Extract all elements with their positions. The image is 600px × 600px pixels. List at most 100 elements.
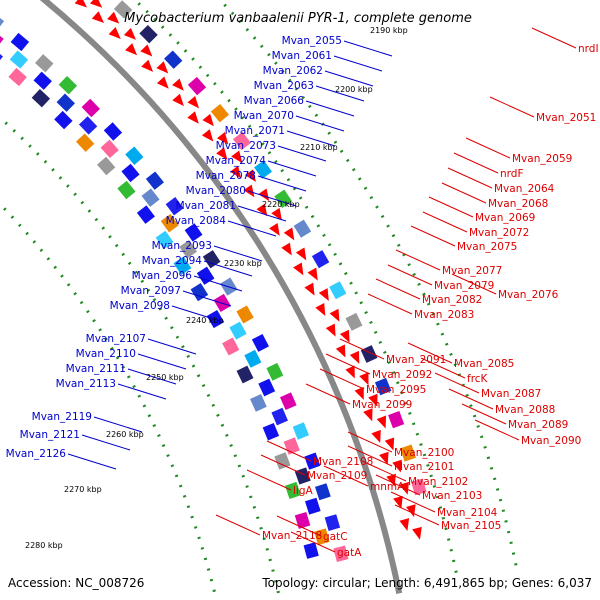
gene-label-left: Mvan_2110 — [76, 348, 136, 360]
gene-block — [280, 392, 297, 411]
dotted-ring — [0, 201, 218, 600]
leader-line — [367, 293, 413, 315]
leader-line — [295, 115, 345, 132]
gene-block — [75, 133, 95, 152]
gene-block — [266, 362, 284, 381]
gene-arrow — [315, 303, 326, 316]
leader-line — [171, 305, 221, 322]
leader-line — [193, 275, 243, 292]
gene-label-right: ligA — [293, 485, 313, 497]
gene-block — [374, 377, 392, 396]
tick-label: 2270 kbp — [64, 485, 102, 494]
leader-line — [286, 130, 336, 147]
leader-line — [375, 474, 421, 496]
gene-arrow — [201, 129, 214, 142]
gene-label-left: Mvan_2078 — [196, 170, 256, 182]
gene-block — [411, 478, 427, 496]
accession-text: Accession: NC_008726 — [8, 576, 144, 590]
gene-block — [314, 528, 330, 546]
gene-arrow — [392, 459, 402, 473]
gene-block — [173, 256, 192, 275]
gene-block — [8, 67, 27, 87]
gene-block — [190, 283, 209, 302]
leader-line — [260, 454, 306, 476]
tick-label: 2280 kbp — [25, 541, 63, 550]
gene-block — [294, 511, 311, 529]
gene-label-right: Mvan_2118 — [262, 530, 322, 542]
leader-line — [315, 85, 365, 102]
gene-block — [103, 122, 123, 141]
label-leader-lines — [67, 27, 577, 553]
leader-line — [333, 55, 383, 72]
leader-line — [215, 514, 261, 536]
gene-block — [202, 250, 221, 269]
leader-line — [395, 249, 441, 271]
gene-label-left: Mvan_2071 — [225, 125, 285, 137]
leader-line — [305, 383, 351, 405]
gene-block — [35, 54, 54, 73]
gene-label-left: Mvan_2074 — [206, 155, 267, 167]
gene-arrow — [91, 11, 105, 24]
gene-block — [251, 333, 269, 352]
gene-label-right: Mvan_2085 — [454, 358, 514, 370]
leader-line — [276, 515, 322, 537]
leader-line — [227, 220, 277, 237]
gene-arrow — [371, 429, 381, 443]
gene-arrow — [325, 323, 336, 337]
gene-label-right: Mvan_2091 — [386, 354, 446, 366]
gene-label-left: Mvan_2073 — [216, 140, 276, 152]
ruler-dots — [0, 0, 519, 600]
gene-arrow — [354, 386, 364, 400]
gene-block — [345, 312, 363, 331]
leader-line — [390, 491, 436, 513]
leader-line — [67, 453, 117, 470]
gene-block — [360, 345, 378, 363]
gene-block — [160, 213, 179, 233]
gene-block — [315, 483, 331, 501]
gene-block — [139, 24, 158, 44]
gene-arrow — [345, 365, 355, 379]
gene-block — [100, 139, 119, 159]
gene-label-left: Mvan_2062 — [263, 65, 323, 77]
leader-line — [93, 416, 143, 433]
leader-line — [441, 182, 487, 204]
gene-block — [54, 110, 73, 130]
gene-block — [184, 223, 203, 242]
gene-label-right: Mvan_2087 — [481, 388, 541, 400]
gene-arrow — [141, 59, 154, 72]
gene-block — [179, 240, 198, 259]
gene-block — [329, 281, 347, 300]
gene-label-right: frcK — [467, 373, 489, 385]
gene-arrow — [187, 111, 199, 124]
leader-line — [182, 290, 232, 307]
gene-block — [236, 305, 254, 324]
gene-arrow — [376, 415, 387, 429]
leader-line — [203, 260, 253, 277]
leader-line — [290, 531, 336, 553]
gene-label-right: Mvan_2088 — [495, 404, 555, 416]
gene-label-right: nrdI — [578, 43, 599, 55]
gene-label-left: Mvan_2119 — [32, 411, 92, 423]
gene-label-right: Mvan_2101 — [394, 461, 454, 473]
leader-line — [237, 205, 287, 222]
gene-arrow — [271, 207, 282, 221]
gene-arrow — [359, 372, 369, 386]
gene-block — [56, 93, 75, 112]
gene-block — [304, 497, 321, 515]
genome-summary-text: Topology: circular; Length: 6,491,865 bp… — [261, 576, 592, 590]
gene-block — [141, 188, 160, 207]
gene-label-right: Mvan_2076 — [498, 289, 559, 301]
gene-arrow — [140, 44, 153, 57]
leader-line — [422, 211, 468, 233]
gene-block — [210, 103, 230, 123]
gene-label-right: Mvan_2077 — [442, 265, 502, 277]
gene-label-left: Mvan_2081 — [176, 200, 236, 212]
gene-label-right: Mvan_2100 — [394, 447, 454, 459]
leader-line — [266, 440, 312, 462]
gene-block — [136, 205, 155, 224]
gene-block — [400, 444, 416, 462]
gene-block — [164, 50, 183, 69]
leader-line — [465, 137, 511, 159]
leader-line — [428, 196, 474, 218]
gene-label-left: Mvan_2121 — [20, 429, 80, 441]
